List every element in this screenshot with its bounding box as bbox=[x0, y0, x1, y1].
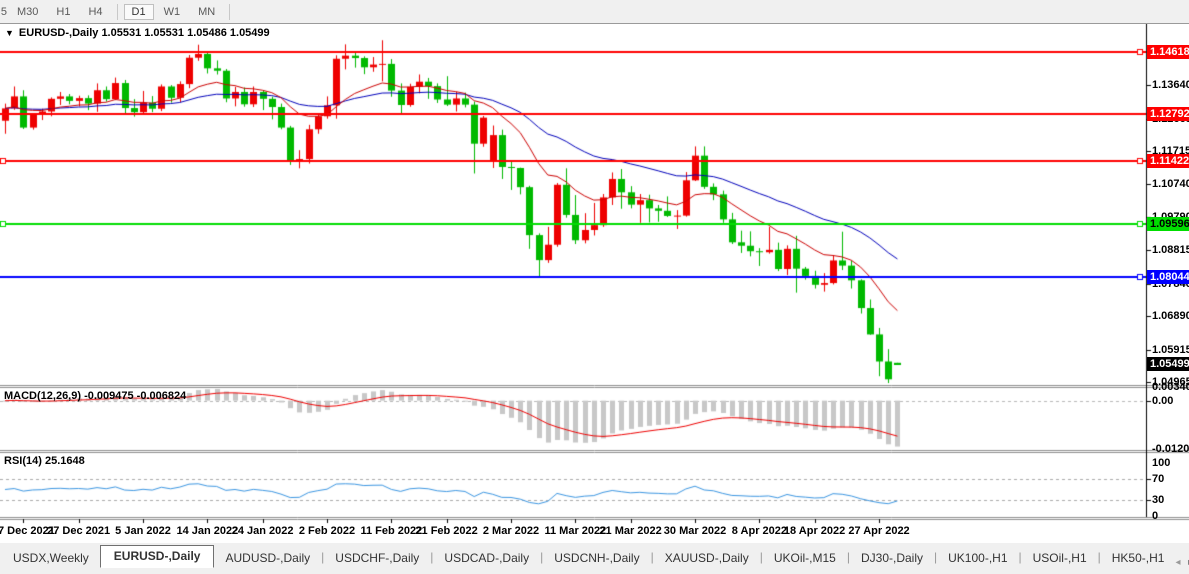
timeframe-button-h1[interactable]: H1 bbox=[56, 5, 71, 18]
tab-hk50-h1[interactable]: HK50-,H1 bbox=[1111, 551, 1165, 565]
tab-separator: | bbox=[1097, 550, 1101, 564]
tab-audusd-daily[interactable]: AUDUSD-,Daily bbox=[225, 551, 311, 565]
tab-ukoil-m15[interactable]: UKOil-,M15 bbox=[773, 551, 836, 565]
tab-separator: | bbox=[1018, 550, 1022, 564]
tab-separator: | bbox=[650, 550, 654, 564]
timeframe-toolbar: M15 M30 H1 H4 D1 W1 MN bbox=[0, 0, 1189, 24]
tab-separator: | bbox=[321, 550, 325, 564]
tab-usoil-h1[interactable]: USOil-,H1 bbox=[1032, 551, 1087, 565]
tab-eurusd-daily[interactable]: EURUSD-,Daily bbox=[99, 545, 215, 568]
symbol-tab-bar: USDX,Weekly EURUSD-,Daily AUDUSD-,Daily | US… bbox=[0, 543, 1189, 574]
chart-window: ▼ EURUSD-,Daily 1.05531 1.05531 1.05486 1… bbox=[0, 24, 1189, 543]
tabs-scroll-left-icon[interactable]: ◂ bbox=[1175, 557, 1181, 568]
toolbar-separator bbox=[116, 3, 118, 20]
tab-separator: | bbox=[846, 550, 850, 564]
tab-usdcnh-daily[interactable]: USDCNH-,Daily bbox=[554, 551, 640, 565]
tab-usdcad-daily[interactable]: USDCAD-,Daily bbox=[444, 551, 530, 565]
tab-separator: | bbox=[430, 550, 434, 564]
toolbar-separator bbox=[229, 3, 231, 20]
tab-usdchf-daily[interactable]: USDCHF-,Daily bbox=[335, 551, 420, 565]
tab-separator: | bbox=[759, 550, 763, 564]
tab-usdx-weekly[interactable]: USDX,Weekly bbox=[13, 551, 89, 565]
timeframe-button-mn[interactable]: MN bbox=[198, 5, 216, 18]
timeframe-button-d1[interactable]: D1 bbox=[123, 3, 154, 20]
timeframe-button-w1[interactable]: W1 bbox=[163, 5, 181, 18]
tab-scroll-arrows: ◂▸ bbox=[1175, 557, 1189, 568]
timeframe-button-m30[interactable]: M30 bbox=[17, 5, 39, 18]
tab-dj30-daily[interactable]: DJ30-,Daily bbox=[860, 551, 923, 565]
chart-canvas[interactable] bbox=[0, 24, 1189, 543]
timeframe-button-h4[interactable]: H4 bbox=[88, 5, 103, 18]
tab-separator: | bbox=[540, 550, 544, 564]
timeframe-button-m15[interactable]: M15 bbox=[1, 5, 7, 18]
tab-xauusd-daily[interactable]: XAUUSD-,Daily bbox=[664, 551, 749, 565]
tab-separator: | bbox=[934, 550, 938, 564]
tab-uk100-h1[interactable]: UK100-,H1 bbox=[948, 551, 1008, 565]
